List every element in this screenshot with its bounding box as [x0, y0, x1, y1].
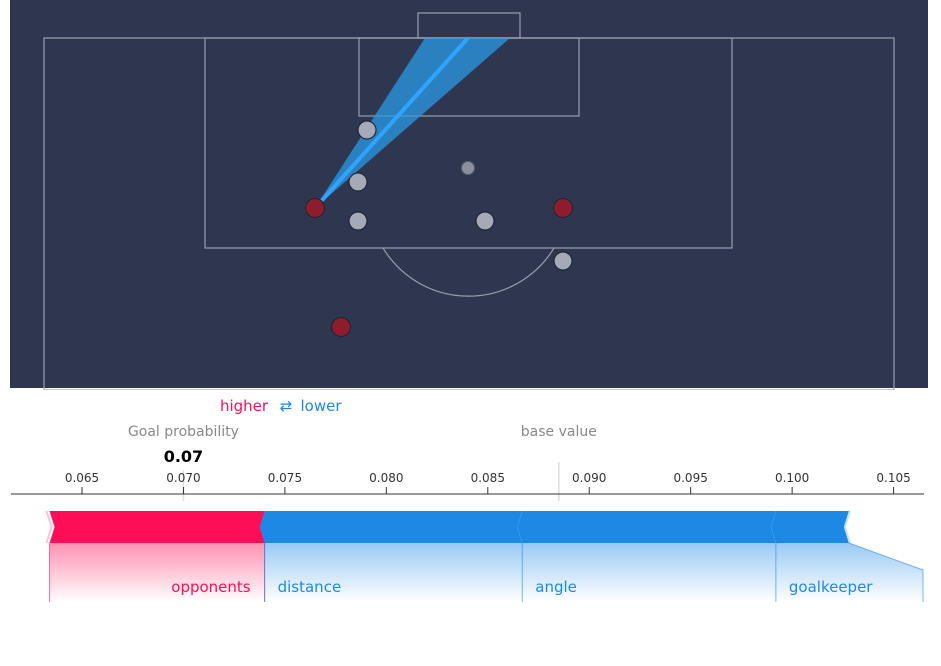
output-value-label: 0.07	[164, 447, 203, 466]
force-bar-positive	[49, 511, 265, 543]
defender-marker	[475, 211, 495, 231]
feature-label-goalkeeper: goalkeeper	[789, 578, 873, 596]
defender-marker	[348, 211, 368, 231]
output-name-label: Goal probability	[128, 424, 239, 440]
legend-arrow: ⇄	[280, 397, 293, 415]
penalty-arc	[382, 247, 555, 297]
x-tick-label: 0.070	[166, 471, 200, 485]
x-tick-label: 0.105	[876, 471, 910, 485]
shooter-marker	[304, 197, 326, 219]
x-tick-label: 0.065	[65, 471, 99, 485]
ball-marker	[461, 161, 475, 175]
base-value-label: base value	[521, 424, 597, 440]
defender-marker	[553, 251, 573, 271]
force-bars: opponents distance angle goalkeeper	[45, 510, 924, 602]
feature-label-opponents: opponents	[171, 578, 251, 596]
x-tick-label: 0.080	[369, 471, 403, 485]
defender-marker	[348, 172, 368, 192]
force-bar-edge	[45, 510, 53, 544]
force-divider	[848, 542, 924, 602]
force-label-area	[49, 543, 265, 602]
force-bar-edge	[843, 510, 851, 544]
force-bar-negative	[770, 511, 849, 543]
feature-label-distance: distance	[278, 578, 342, 596]
force-bar-negative	[259, 511, 523, 543]
force-label-area	[264, 543, 523, 602]
x-tick-label: 0.085	[471, 471, 505, 485]
legend-higher: higher	[220, 397, 269, 415]
force-label-area	[775, 543, 923, 602]
legend-lower: lower	[300, 397, 342, 415]
force-bar-negative	[517, 511, 776, 543]
shot-line	[313, 36, 470, 210]
force-label-area	[522, 543, 776, 602]
x-tick-label: 0.075	[268, 471, 302, 485]
attacker-marker	[330, 316, 352, 338]
attacker-marker	[552, 197, 574, 219]
x-tick-label: 0.090	[572, 471, 606, 485]
axis-ticks: 0.065 0.070 0.075 0.080 0.085 0.090 0.095 0.100…	[65, 471, 911, 494]
x-tick-label: 0.095	[673, 471, 707, 485]
defender-marker	[357, 120, 377, 140]
feature-label-angle: angle	[535, 578, 577, 596]
players-layer	[304, 120, 574, 338]
pitch-plot	[10, 0, 928, 390]
shot-angle-cone	[315, 38, 510, 208]
x-tick-label: 0.100	[775, 471, 809, 485]
